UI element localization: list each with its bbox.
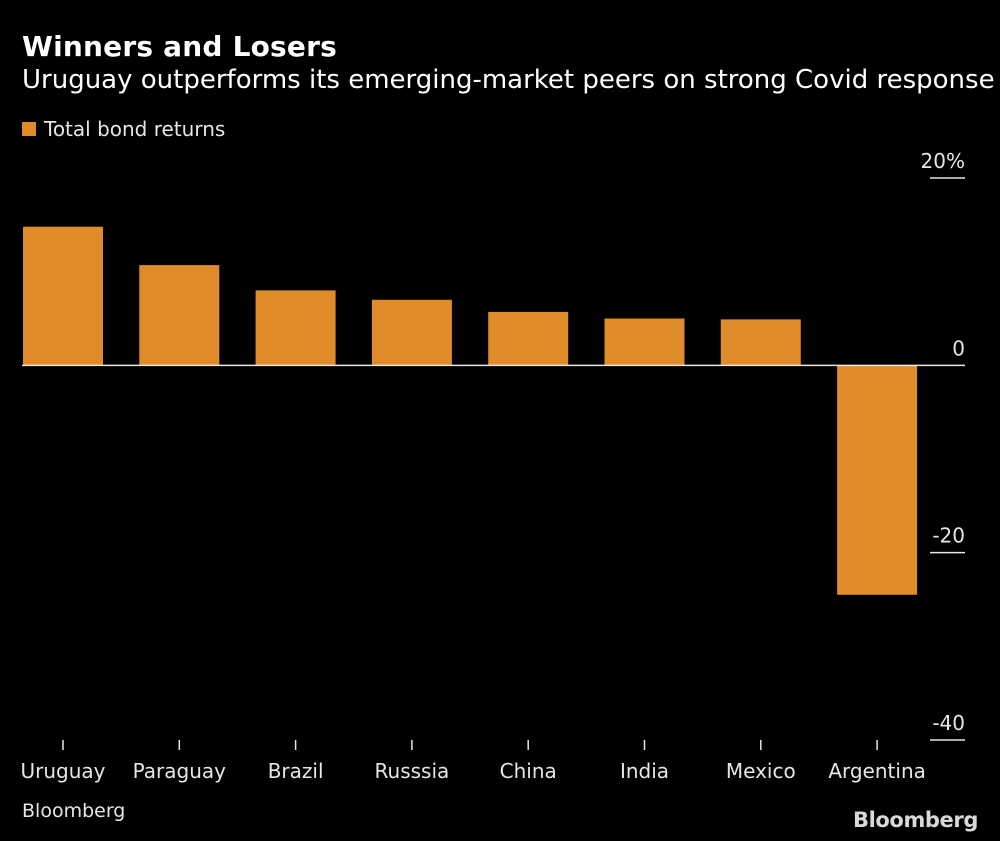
x-tick-label-uruguay: Uruguay: [21, 759, 106, 783]
bar-paraguay: [139, 265, 220, 366]
x-tick-label-russsia: Russsia: [375, 759, 450, 783]
chart-title: Winners and Losers: [22, 30, 337, 63]
x-tick-label-brazil: Brazil: [268, 759, 324, 783]
chart-subtitle: Uruguay outperforms its emerging-market …: [22, 65, 995, 95]
x-tick-label-argentina: Argentina: [828, 759, 926, 783]
bar-mexico: [720, 319, 801, 366]
y-tick-label: 20%: [921, 149, 965, 173]
source-label: Bloomberg: [22, 800, 126, 822]
x-tick-label-paraguay: Paraguay: [133, 759, 227, 783]
y-tick-label: -40: [932, 711, 965, 735]
legend-label: Total bond returns: [44, 117, 226, 141]
y-tick-label: 0: [952, 336, 965, 360]
legend: Total bond returns: [22, 117, 225, 141]
bar-brazil: [255, 290, 336, 366]
bloomberg-logo: Bloomberg: [852, 808, 978, 832]
bar-uruguay: [23, 226, 103, 366]
x-tick-label-mexico: Mexico: [726, 759, 796, 783]
bar-russsia: [371, 299, 452, 366]
legend-swatch: [22, 122, 36, 136]
x-tick-label-india: India: [620, 759, 669, 783]
bar-india: [604, 318, 685, 366]
y-tick-label: -20: [932, 524, 965, 548]
bar-argentina: [837, 365, 918, 595]
x-tick-label-china: China: [500, 759, 557, 783]
bar-china: [488, 311, 569, 366]
